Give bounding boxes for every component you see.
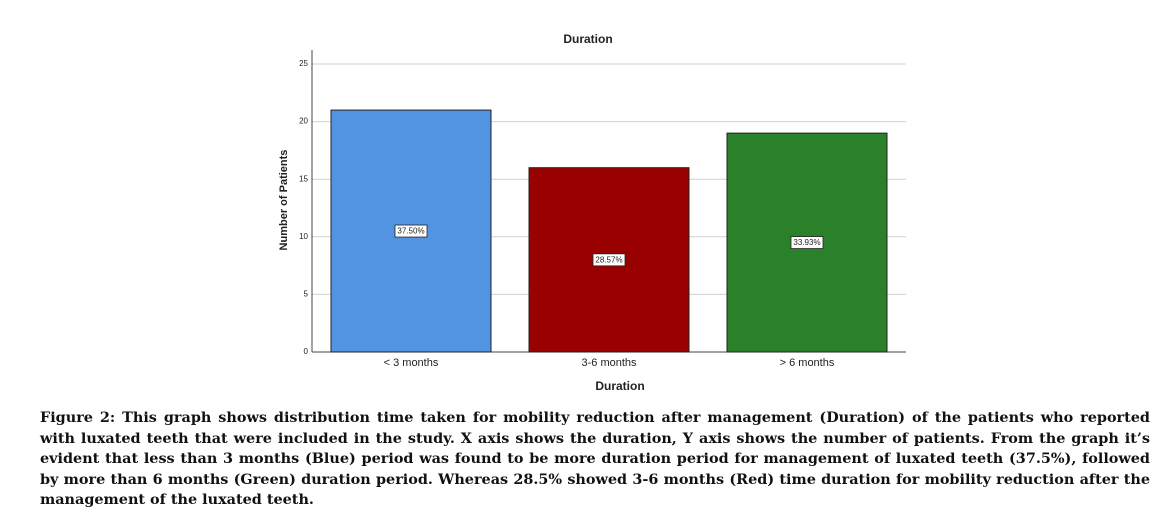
label-box bbox=[592, 253, 626, 267]
x-tick-label: 3-6 months bbox=[581, 357, 637, 369]
y-tick-label: 20 bbox=[299, 117, 308, 126]
data-label: 33.93% bbox=[793, 238, 820, 247]
x-tick-label: < 3 months bbox=[384, 357, 439, 369]
chart-title: Duration bbox=[563, 32, 612, 46]
x-axis-label: Duration bbox=[595, 379, 644, 393]
chart: Duration Duration Number of Patients 0 5 1… bbox=[278, 32, 906, 393]
y-axis-label: Number of Patients bbox=[278, 150, 290, 251]
data-label: 37.50% bbox=[397, 227, 424, 236]
y-tick-label: 10 bbox=[299, 232, 308, 241]
caption: Figure 2: This graph shows distribution … bbox=[40, 409, 1150, 508]
y-tick-label: 0 bbox=[304, 347, 309, 356]
x-tick-label: > 6 months bbox=[780, 357, 835, 369]
y-tick-label: 15 bbox=[299, 174, 308, 183]
data-label: 28.57% bbox=[595, 255, 622, 264]
y-tick-label: 25 bbox=[299, 59, 308, 68]
y-tick-label: 5 bbox=[304, 290, 309, 299]
label-box bbox=[394, 224, 428, 238]
label-box bbox=[790, 236, 824, 249]
